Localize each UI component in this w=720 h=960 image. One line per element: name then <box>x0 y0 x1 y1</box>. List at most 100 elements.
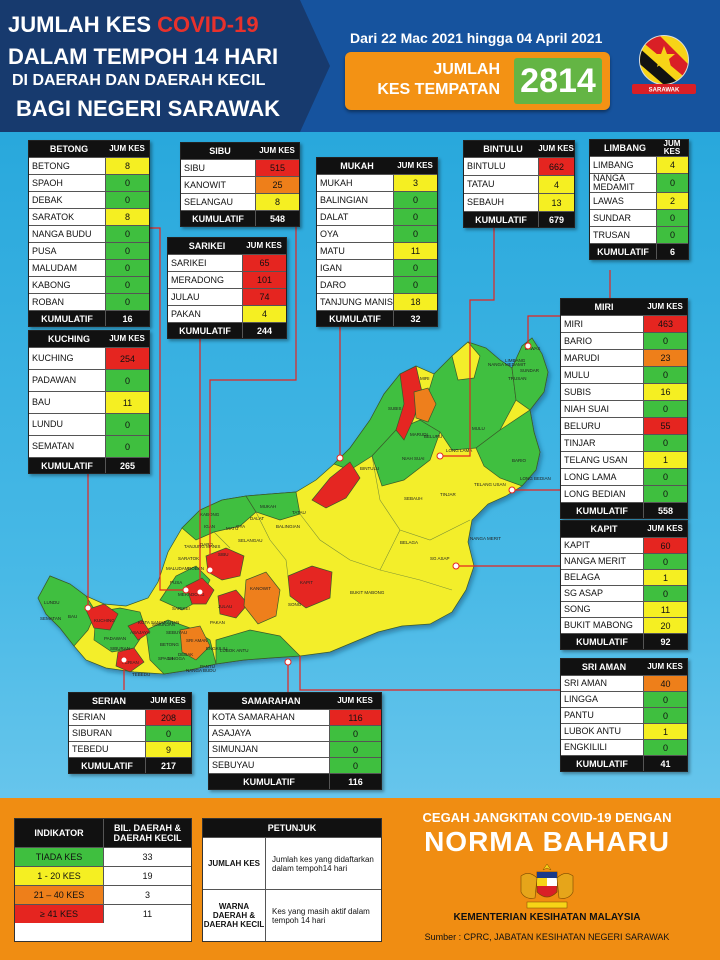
table-header: KUCHING JUM KES <box>29 331 149 347</box>
case-count: 0 <box>393 260 437 276</box>
table-total-row: KUMULATIF 679 <box>464 211 574 227</box>
total-count: 679 <box>538 212 574 227</box>
case-count: 0 <box>105 243 149 259</box>
table-total-row: KUMULATIF 558 <box>561 502 687 518</box>
case-count: 101 <box>242 272 286 288</box>
legend-count: 19 <box>103 867 191 885</box>
table-row: MIRI 463 <box>561 315 687 332</box>
total-label: KUMULATIF <box>576 506 628 516</box>
table-row: SEBAUH 13 <box>464 193 574 211</box>
table-row: SARIKEI 65 <box>168 254 286 271</box>
map-label: KABONG <box>200 512 220 517</box>
table-row: LIMBANG 4 <box>590 156 688 173</box>
total-count: 558 <box>643 503 687 518</box>
case-count: 0 <box>393 209 437 225</box>
map-label: KOTA SAMARAHAN <box>138 620 179 625</box>
table-row: NIAH SUAI 0 <box>561 400 687 417</box>
table-row: TANJUNG MANIS 18 <box>317 293 437 310</box>
district-name: TRUSAN <box>593 229 631 240</box>
map-label: DEBAK <box>178 652 193 657</box>
map-label: MATU <box>226 526 238 531</box>
case-count: 0 <box>656 210 688 226</box>
district-name: MUKAH <box>320 177 353 188</box>
case-count: 0 <box>643 435 687 451</box>
case-count: 20 <box>643 618 687 633</box>
district-name: SIMUNJAN <box>212 744 259 754</box>
table-row: KAPIT 60 <box>561 537 687 553</box>
case-count: 0 <box>105 294 149 310</box>
table-row: KABONG 0 <box>29 276 149 293</box>
map-label: BAU <box>68 614 77 619</box>
table-row: BELURU 55 <box>561 417 687 434</box>
map-label: SUBIS <box>388 406 402 411</box>
table-row: TEBEDU 9 <box>69 741 191 757</box>
district-name: SERIAN <box>72 712 106 722</box>
table-row: LUNDU 0 <box>29 413 149 435</box>
case-count: 1 <box>643 452 687 468</box>
table-row: ASAJAYA 0 <box>209 725 381 741</box>
table-row: LINGGA 0 <box>561 691 687 707</box>
table-header: SARIKEI JUM KES <box>168 238 286 254</box>
table-row: DALAT 0 <box>317 208 437 225</box>
map-label: MUKAH <box>260 504 276 509</box>
case-count: 11 <box>393 243 437 259</box>
table-row: BAU 11 <box>29 391 149 413</box>
total-count: 6 <box>656 244 688 259</box>
legend-count: 33 <box>103 848 191 866</box>
table-header: BINTULU JUM KES <box>464 141 574 157</box>
map-label: ROBAN <box>188 566 204 571</box>
case-count: 0 <box>105 370 149 391</box>
case-count: 0 <box>393 226 437 242</box>
table-row: PUSA 0 <box>29 242 149 259</box>
total-label: KUMULATIF <box>576 637 628 647</box>
petunjuk-key-1: JUMLAH KES <box>207 859 260 868</box>
table-total-row: KUMULATIF 548 <box>181 210 299 226</box>
map-label: LUNDU <box>44 600 60 605</box>
case-count: 0 <box>656 227 688 243</box>
map-label: MERADONG <box>178 592 205 597</box>
table-row: LUBOK ANTU 1 <box>561 723 687 739</box>
district-name: SIBU <box>184 162 206 173</box>
district-name: LUNDU <box>32 419 64 429</box>
map-label: SONG <box>288 602 302 607</box>
district-name: ENGKILILI <box>564 742 608 752</box>
case-count: 463 <box>643 316 687 332</box>
total-label: KUMULATIF <box>475 215 527 225</box>
table-row: TINJAR 0 <box>561 434 687 451</box>
district-name: MARUDI <box>564 352 600 363</box>
district-name: ROBAN <box>32 296 65 307</box>
map-julau-red <box>217 589 249 619</box>
district-name: TEBEDU <box>72 744 109 754</box>
district-name: DEBAK <box>32 194 63 205</box>
case-count: 0 <box>643 367 687 383</box>
district-name: PUSA <box>32 245 57 256</box>
table-title: BETONG <box>49 144 89 154</box>
total-count: 32 <box>393 311 437 326</box>
table-title: MUKAH <box>340 161 374 171</box>
case-count: 0 <box>329 758 381 773</box>
map-label: BELAGA <box>400 540 418 545</box>
case-count: 0 <box>643 333 687 349</box>
total-cases-value: 2814 <box>514 58 602 104</box>
total-count: 92 <box>643 634 687 649</box>
district-name: TATAU <box>467 179 495 189</box>
sarawak-flag-emblem: SARAWAK <box>632 35 696 94</box>
case-count: 18 <box>393 294 437 310</box>
table-title: SRI AMAN <box>581 662 627 672</box>
table-row: BELAGA 1 <box>561 569 687 585</box>
district-name: LIMBANG <box>593 159 634 170</box>
case-count: 9 <box>145 742 191 757</box>
district-name: BINTULU <box>467 161 506 171</box>
table-bintulu: BINTULU JUM KES BINTULU 662 TATAU 4 SEBAUH 13 KU… <box>463 140 575 228</box>
map-label: NIAH SUAI <box>402 456 425 461</box>
case-count: 8 <box>105 209 149 225</box>
table-row: MALUDAM 0 <box>29 259 149 276</box>
slogan-line-2: NORMA BAHARU <box>424 826 670 857</box>
map-label: TANJUNG MANIS <box>184 544 220 549</box>
total-count: 265 <box>105 458 149 473</box>
case-count: 0 <box>329 742 381 757</box>
total-label: KUMULATIF <box>179 326 231 336</box>
table-sibu: SIBU JUM KES SIBU 515 KANOWIT 25 SELANGAU 8 KUMU… <box>180 142 300 227</box>
map-label: PANTU <box>200 664 215 669</box>
map-label: SPAOH <box>158 656 173 661</box>
